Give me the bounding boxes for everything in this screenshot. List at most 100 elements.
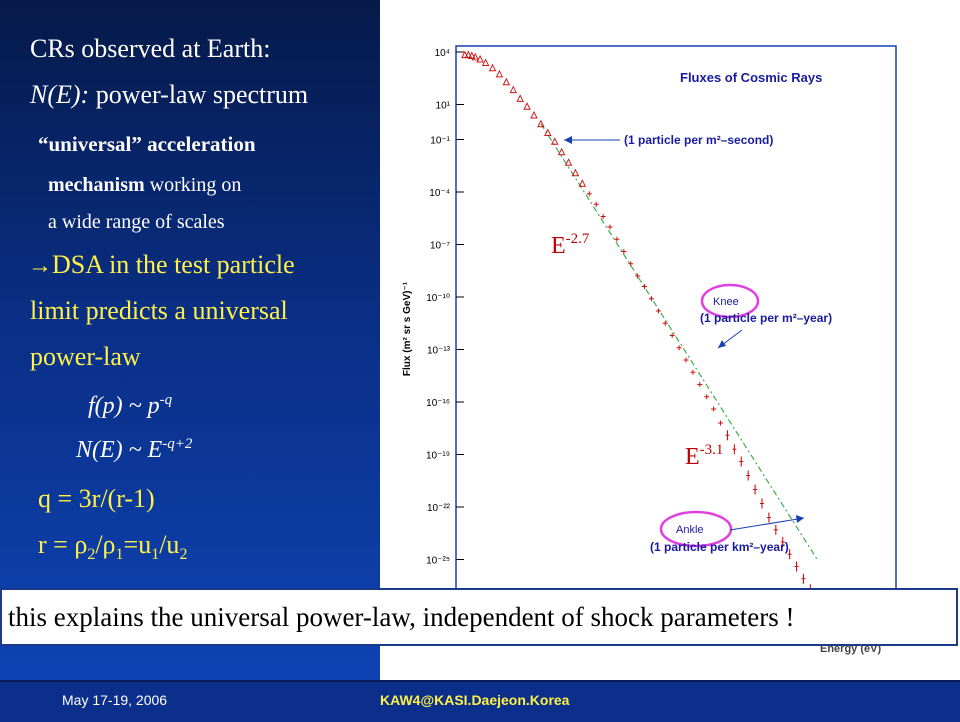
data-point-11 <box>523 102 531 110</box>
data-point-10 <box>516 94 524 102</box>
formula-r-lhs: r = <box>38 530 75 559</box>
data-point-51 <box>801 573 806 584</box>
x-axis-label: Energy (eV) <box>820 643 881 655</box>
text-line-5: a wide range of scales <box>48 211 225 233</box>
data-point-41 <box>732 444 737 455</box>
data-point-37 <box>704 394 710 400</box>
data-point-14 <box>544 128 552 136</box>
data-point-35 <box>690 369 696 375</box>
data-point-49 <box>787 549 792 560</box>
data-point-2 <box>468 51 476 59</box>
data-point-13 <box>537 119 545 128</box>
formula-q: q = 3r/(r-1) <box>38 484 155 513</box>
annotation-ankle-title: Ankle <box>676 524 704 536</box>
y-axis-label: Flux (m² sr s GeV)⁻¹ <box>402 281 413 376</box>
left-text-panel: CRs observed at Earth: N(E): power-law s… <box>0 0 380 590</box>
arrow-head-1 <box>564 136 572 144</box>
data-point-4 <box>476 54 484 63</box>
data-point-17 <box>564 158 573 166</box>
formula-f-of-p-base: f(p) ~ p <box>88 393 160 419</box>
data-point-43 <box>746 470 751 481</box>
text-line-2-math: N(E): <box>30 80 90 109</box>
data-point-6 <box>488 63 497 72</box>
footer-bar: May 17-19, 2006 KAW4@KASI.Daejeon.Korea <box>0 680 960 722</box>
data-point-33 <box>676 345 682 351</box>
text-line-2: N(E): power-law spectrum <box>30 80 308 110</box>
data-point-22 <box>600 214 606 219</box>
arrow-line-ankle <box>729 517 805 531</box>
formula-r-rho2: ρ <box>74 530 88 559</box>
text-line-8: power-law <box>30 342 141 371</box>
formula-r-sub-2: 2 <box>87 546 96 564</box>
data-point-26 <box>628 261 634 267</box>
y-tick-label-5: 10⁻¹⁰ <box>426 293 450 304</box>
data-point-29 <box>648 296 654 302</box>
data-point-18 <box>571 168 580 177</box>
formula-n-of-e: N(E) ~ E-q+2 <box>76 436 192 464</box>
formula-r-sub-1: 1 <box>115 546 124 564</box>
y-tick-label-4: 10⁻⁷ <box>430 241 450 252</box>
data-point-7 <box>495 69 504 78</box>
data-point-48 <box>780 537 785 547</box>
data-point-30 <box>655 308 661 314</box>
footer-org: KAW4@KASI.Daejeon.Korea <box>380 692 570 708</box>
data-point-28 <box>642 284 648 289</box>
arrow-head-ankle <box>796 515 804 523</box>
formula-n-of-e-base: N(E) ~ E <box>76 437 163 463</box>
text-line-6-rest: in the test particle <box>109 250 295 279</box>
formula-r-u1: =u <box>123 530 152 559</box>
y-tick-label-1: 10¹ <box>436 101 451 112</box>
formula-r-slash: / <box>95 530 103 559</box>
footer-date: May 17-19, 2006 <box>62 692 168 708</box>
data-point-40 <box>725 430 730 441</box>
data-point-50 <box>794 561 799 572</box>
y-tick-label-10: 10⁻²⁵ <box>426 556 450 567</box>
data-point-39 <box>718 420 724 426</box>
annotation-knee-title: Knee <box>713 296 739 308</box>
reference-power-law-line <box>540 123 818 560</box>
data-point-34 <box>683 357 689 363</box>
formula-r-sub-u2: 2 <box>179 546 188 564</box>
text-line-2-rest: power-law spectrum <box>95 80 309 109</box>
formula-r-rho1: ρ <box>102 530 116 559</box>
knee-circle <box>700 283 760 319</box>
arrow-icon: → <box>28 252 52 279</box>
data-point-20 <box>586 191 592 197</box>
annotation-knee-detail: (1 particle per m²–year) <box>700 311 832 325</box>
data-point-23 <box>607 224 613 230</box>
chart-panel: 10⁴ 10¹ 10⁻¹ 10⁻⁴ 10⁻⁷ 10⁻¹⁰ 10⁻¹³ 10⁻¹⁶ 10⁻¹⁹ 10… <box>380 0 960 680</box>
y-tick-label-9: 10⁻²² <box>427 503 451 514</box>
formula-f-of-p-exp: -q <box>159 392 173 408</box>
data-point-31 <box>662 320 668 326</box>
callout-box: this explains the universal power-law, i… <box>0 588 958 646</box>
formula-r-u2: /u <box>159 530 180 559</box>
text-line-4-bold: mechanism <box>48 174 145 196</box>
chart-title: Fluxes of Cosmic Rays <box>680 70 822 85</box>
data-point-27 <box>635 273 641 279</box>
text-line-4-rest: working on <box>149 174 242 196</box>
data-point-3 <box>471 52 480 61</box>
text-line-6-dsa: DSA <box>52 250 103 279</box>
data-point-25 <box>621 249 627 254</box>
text-line-6: →DSA in the test particle <box>28 250 295 280</box>
y-tick-label-8: 10⁻¹⁹ <box>426 451 450 462</box>
ankle-circle <box>659 510 733 548</box>
data-point-32 <box>669 333 675 338</box>
data-point-45 <box>760 498 764 509</box>
cosmic-ray-flux-chart: 10⁴ 10¹ 10⁻¹ 10⁻⁴ 10⁻⁷ 10⁻¹⁰ 10⁻¹³ 10⁻¹⁶ 10⁻¹⁹ 10… <box>402 45 897 655</box>
data-point-36 <box>697 382 703 387</box>
data-point-42 <box>739 456 744 467</box>
slope-label-1: E-2.7 <box>551 231 590 259</box>
data-point-1 <box>464 50 473 59</box>
arrow-head-knee <box>718 340 726 348</box>
formula-r-sub-u1: 1 <box>151 546 160 564</box>
data-point-12 <box>530 110 538 119</box>
annotation-ankle-detail: (1 particle per km²–year) <box>650 540 789 554</box>
data-point-19 <box>578 179 587 187</box>
y-tick-label-6: 10⁻¹³ <box>427 346 451 357</box>
y-tick-label-7: 10⁻¹⁶ <box>426 398 450 409</box>
data-point-46 <box>766 512 771 523</box>
annotation-particle-per-second: (1 particle per m²–second) <box>624 133 773 147</box>
text-line-1: CRs observed at Earth: <box>30 34 271 63</box>
